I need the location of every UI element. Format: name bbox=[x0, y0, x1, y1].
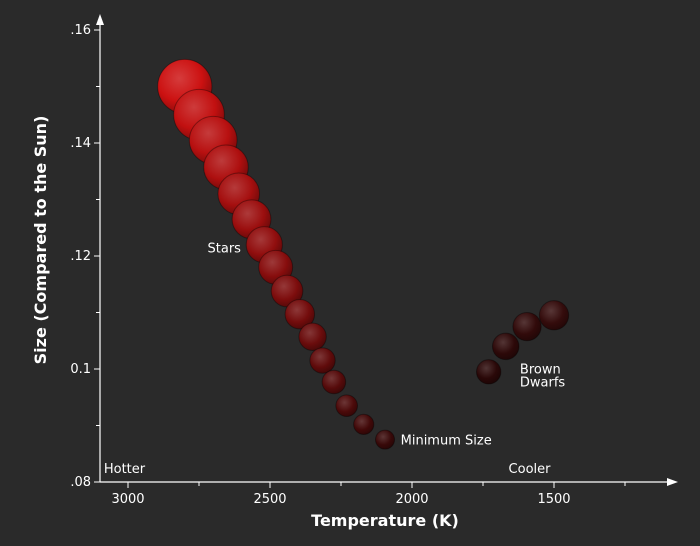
data-points bbox=[157, 58, 570, 450]
y-tick-label: 0.1 bbox=[70, 362, 91, 377]
star-point bbox=[353, 413, 375, 435]
brown-dwarf-point bbox=[538, 300, 570, 331]
y-tick-label: .12 bbox=[70, 249, 91, 264]
y-axis-arrow bbox=[96, 14, 104, 25]
x-axis-arrow bbox=[667, 478, 678, 486]
y-tick-label: .14 bbox=[70, 136, 91, 151]
y-tick-label: .16 bbox=[70, 23, 91, 38]
star-point bbox=[270, 274, 304, 308]
star-point bbox=[298, 322, 327, 352]
brown-dwarf-point bbox=[512, 311, 542, 342]
annotation-cooler: Cooler bbox=[509, 462, 552, 477]
star-point bbox=[309, 347, 336, 374]
star-point bbox=[284, 298, 316, 330]
annotation-stars: Stars bbox=[208, 242, 242, 257]
annotation-brown: Brown bbox=[520, 362, 561, 377]
x-tick-label: 1500 bbox=[537, 492, 570, 507]
x-axis-title: Temperature (K) bbox=[311, 511, 459, 530]
axes: 3000 2500 2000 1500 .08 0.1 .12 .14 .16 bbox=[70, 14, 678, 507]
y-tick-label: .08 bbox=[70, 475, 91, 490]
annotation-minimum-size: Minimum Size bbox=[401, 434, 492, 449]
x-tick-label: 2000 bbox=[395, 492, 428, 507]
x-tick-label: 2500 bbox=[253, 492, 286, 507]
annotation-hotter: Hotter bbox=[104, 462, 146, 477]
brown-dwarf-point bbox=[491, 332, 520, 361]
brown-dwarf-point bbox=[475, 359, 502, 385]
x-tick-label: 3000 bbox=[111, 492, 144, 507]
star-point bbox=[374, 429, 396, 450]
annotation-dwarfs: Dwarfs bbox=[520, 375, 566, 390]
star-point bbox=[335, 394, 359, 418]
star-point bbox=[321, 369, 347, 395]
y-axis-title: Size (Compared to the Sun) bbox=[31, 116, 50, 365]
